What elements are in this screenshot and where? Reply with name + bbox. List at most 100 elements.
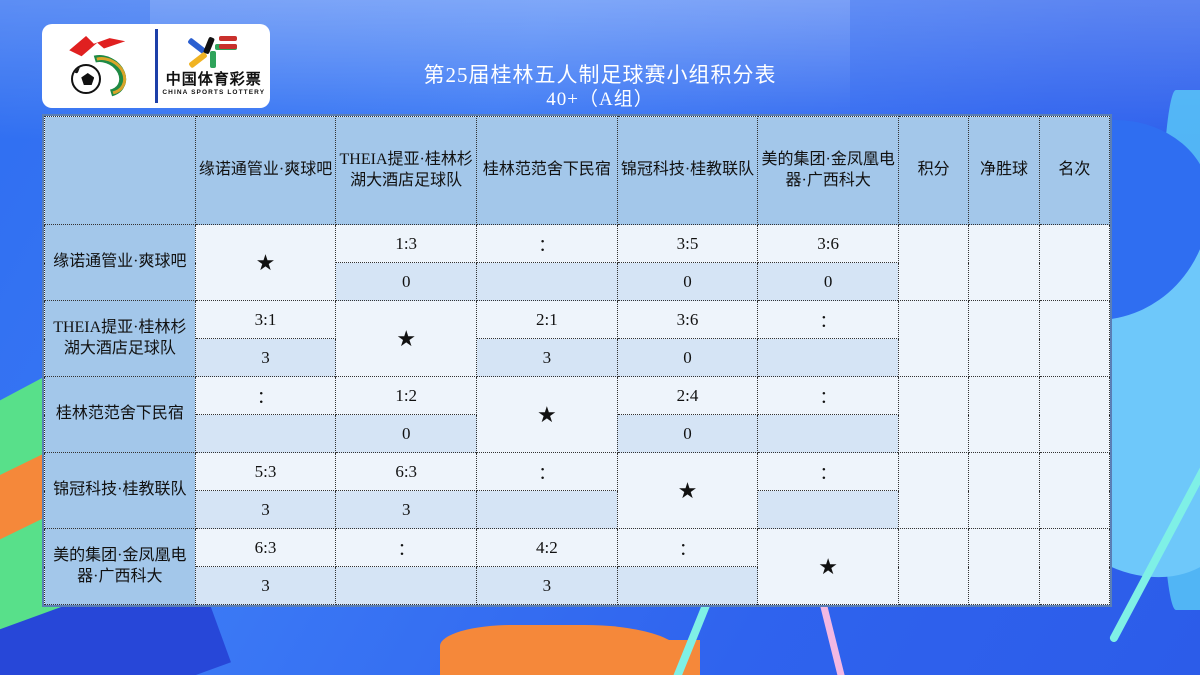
col-header-team-2: THEIA提亚·桂林杉湖大酒店足球队 bbox=[335, 116, 478, 225]
cell-total-points bbox=[897, 376, 970, 453]
cell-points: 3 bbox=[476, 566, 618, 605]
cell-points-empty bbox=[335, 566, 478, 605]
football-club-emblem-icon bbox=[65, 34, 134, 105]
cell-score-empty: ： bbox=[757, 300, 899, 339]
standings-table: 缘诺通管业·爽球吧 THEIA提亚·桂林杉湖大酒店足球队 桂林范范舍下民宿 锦冠… bbox=[44, 116, 1111, 605]
cell-score: 2:1 bbox=[476, 300, 618, 339]
cell-points-empty bbox=[757, 338, 899, 377]
cell-score-empty: ： bbox=[757, 376, 899, 415]
cell-points: 3 bbox=[194, 490, 337, 529]
cell-score: 3:6 bbox=[757, 224, 899, 263]
cell-points: 3 bbox=[194, 566, 337, 605]
cell-points-empty bbox=[757, 490, 899, 529]
cell-score: 1:2 bbox=[335, 376, 478, 415]
col-header-goal-diff: 净胜球 bbox=[968, 116, 1040, 225]
cell-points: 0 bbox=[335, 414, 478, 453]
lottery-mark-icon bbox=[185, 35, 243, 69]
cell-rank bbox=[1038, 528, 1111, 605]
table-header-row: 缘诺通管业·爽球吧 THEIA提亚·桂林杉湖大酒店足球队 桂林范范舍下民宿 锦冠… bbox=[44, 116, 1111, 225]
page-subtitle: 40+（A组） bbox=[546, 89, 654, 111]
row-team-name: 锦冠科技·桂教联队 bbox=[44, 452, 196, 529]
cell-points-empty bbox=[476, 490, 618, 529]
cell-points-empty bbox=[194, 414, 337, 453]
col-header-team-1: 缘诺通管业·爽球吧 bbox=[194, 116, 337, 225]
row-team-name: 桂林范范舍下民宿 bbox=[44, 376, 196, 453]
cell-goal-diff bbox=[968, 376, 1040, 453]
lottery-logo-half: 中国体育彩票 CHINA SPORTS LOTTERY bbox=[158, 24, 271, 108]
cell-score: 3:1 bbox=[194, 300, 337, 339]
col-header-team-3: 桂林范范舍下民宿 bbox=[476, 116, 618, 225]
cell-score: 1:3 bbox=[335, 224, 478, 263]
cell-score: 6:3 bbox=[194, 528, 337, 567]
table-body: 缘诺通管业·爽球吧 ★ 1:3： 3:5 3:6 0 0 0 THEIA提亚·桂林杉湖大酒店足球… bbox=[44, 224, 1111, 605]
cell-score-empty: ： bbox=[194, 376, 337, 415]
table-row: 美的集团·金凤凰电器·广西科大 6:3： 4:2： ★ bbox=[44, 528, 1111, 605]
logo-divider bbox=[154, 29, 158, 103]
cell-points-empty bbox=[616, 566, 759, 605]
cell-score: 3:6 bbox=[616, 300, 759, 339]
table-header: 缘诺通管业·爽球吧 THEIA提亚·桂林杉湖大酒店足球队 桂林范范舍下民宿 锦冠… bbox=[44, 116, 1111, 225]
cell-rank bbox=[1038, 376, 1111, 453]
col-header-rank: 名次 bbox=[1038, 116, 1111, 225]
cell-points: 0 bbox=[616, 338, 759, 377]
cell-self-star: ★ bbox=[476, 376, 618, 453]
cell-score: 5:3 bbox=[194, 452, 337, 491]
cell-self-star: ★ bbox=[194, 224, 337, 301]
table-row: 缘诺通管业·爽球吧 ★ 1:3： 3:5 3:6 bbox=[44, 224, 1111, 301]
club-logo-half bbox=[42, 24, 155, 108]
col-header-points: 积分 bbox=[897, 116, 970, 225]
cell-rank bbox=[1038, 452, 1111, 529]
cell-points: 3 bbox=[335, 490, 478, 529]
row-team-name: 美的集团·金凤凰电器·广西科大 bbox=[44, 528, 196, 605]
cell-goal-diff bbox=[968, 452, 1040, 529]
col-header-corner bbox=[44, 116, 196, 225]
lottery-name-cn: 中国体育彩票 bbox=[165, 71, 262, 89]
cell-score-empty: ： bbox=[757, 452, 899, 491]
cell-score-empty: ： bbox=[476, 452, 618, 491]
col-header-team-5: 美的集团·金凤凰电器·广西科大 bbox=[757, 116, 899, 225]
cell-points: 3 bbox=[476, 338, 618, 377]
cell-points: 3 bbox=[194, 338, 337, 377]
cell-score: 3:5 bbox=[616, 224, 759, 263]
cell-goal-diff bbox=[968, 300, 1040, 377]
page-title: 第25届桂林五人制足球赛小组积分表 bbox=[423, 63, 777, 87]
cell-rank bbox=[1038, 300, 1111, 377]
cell-rank bbox=[1038, 224, 1111, 301]
logo-container: 中国体育彩票 CHINA SPORTS LOTTERY bbox=[42, 24, 270, 108]
row-team-name: THEIA提亚·桂林杉湖大酒店足球队 bbox=[44, 300, 196, 377]
cell-score: 2:4 bbox=[616, 376, 759, 415]
cell-self-star: ★ bbox=[335, 300, 478, 377]
page-title-block: 第25届桂林五人制足球赛小组积分表 40+（A组） bbox=[300, 62, 900, 113]
table-row: 桂林范范舍下民宿： 1:2 ★ 2:4： bbox=[44, 376, 1111, 453]
china-sports-lottery-logo: 中国体育彩票 CHINA SPORTS LOTTERY bbox=[162, 35, 265, 97]
cell-score-empty: ： bbox=[476, 224, 618, 263]
cell-score-empty: ： bbox=[335, 528, 478, 567]
table-row: 锦冠科技·桂教联队 5:3 6:3： ★： bbox=[44, 452, 1111, 529]
cell-total-points bbox=[897, 224, 970, 301]
cell-score: 6:3 bbox=[335, 452, 478, 491]
cell-points: 0 bbox=[616, 414, 759, 453]
cell-score: 4:2 bbox=[476, 528, 618, 567]
cell-score-empty: ： bbox=[616, 528, 759, 567]
row-team-name: 缘诺通管业·爽球吧 bbox=[44, 224, 196, 301]
cell-self-star: ★ bbox=[616, 452, 759, 529]
cell-points-empty bbox=[757, 414, 899, 453]
cell-points-empty bbox=[476, 262, 618, 301]
cell-goal-diff bbox=[968, 528, 1040, 605]
cell-points: 0 bbox=[335, 262, 478, 301]
cell-points: 0 bbox=[616, 262, 759, 301]
cell-total-points bbox=[897, 528, 970, 605]
col-header-team-4: 锦冠科技·桂教联队 bbox=[616, 116, 759, 225]
lottery-name-en: CHINA SPORTS LOTTERY bbox=[162, 89, 266, 97]
cell-total-points bbox=[897, 300, 970, 377]
cell-self-star: ★ bbox=[757, 528, 899, 605]
cell-total-points bbox=[897, 452, 970, 529]
standings-table-container: 缘诺通管业·爽球吧 THEIA提亚·桂林杉湖大酒店足球队 桂林范范舍下民宿 锦冠… bbox=[42, 114, 1112, 607]
table-row: THEIA提亚·桂林杉湖大酒店足球队 3:1 ★ 2:1 3:6： bbox=[44, 300, 1111, 377]
cell-goal-diff bbox=[968, 224, 1040, 301]
soccer-ball-icon bbox=[71, 64, 102, 94]
